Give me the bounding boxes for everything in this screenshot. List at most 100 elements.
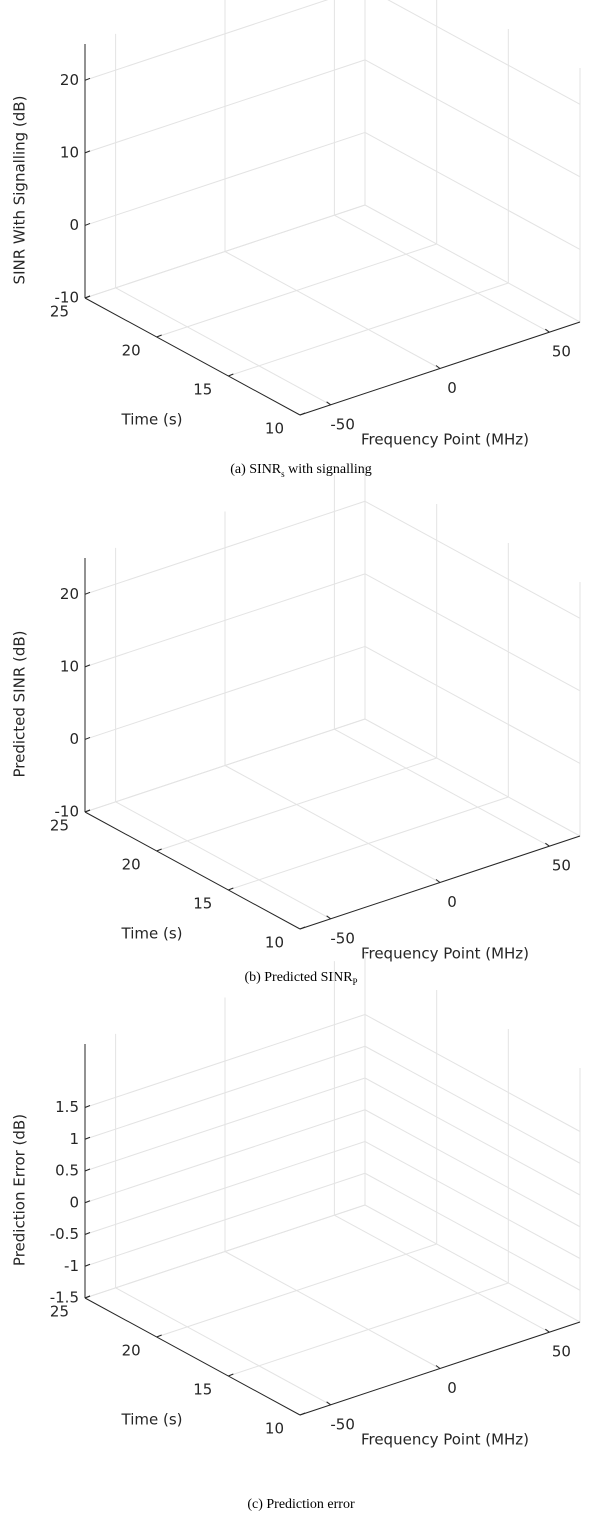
- y-tick-label: 10: [265, 1420, 284, 1438]
- axis-line: [84, 1105, 91, 1108]
- z-tick-label: 0: [69, 216, 79, 234]
- grid-line: [228, 1282, 509, 1377]
- grid-line: [364, 131, 581, 250]
- axis-line: [228, 887, 234, 891]
- axis-line: [84, 1232, 91, 1235]
- x-tick-label: -50: [330, 1415, 355, 1433]
- axis-line: [156, 334, 162, 338]
- grid-line: [387, 0, 581, 105]
- axis-line: [545, 842, 550, 847]
- axis-line: [228, 373, 234, 377]
- grid-line: [364, 1014, 581, 1132]
- grid-line: [228, 796, 509, 891]
- axis-line: [84, 591, 91, 595]
- grid-line: [364, 500, 581, 619]
- axis-line: [84, 1297, 301, 1416]
- grid-line: [84, 1204, 366, 1299]
- grid-line: [334, 728, 550, 847]
- axis-line: [84, 295, 91, 299]
- caption: (a) SINRs with signalling: [230, 462, 372, 479]
- y-axis-label: Time (s): [121, 925, 183, 943]
- grid-line: [364, 1077, 581, 1196]
- grid-line: [115, 801, 331, 920]
- axis-line: [84, 222, 91, 226]
- axis-line: [84, 811, 301, 930]
- grid-line: [156, 757, 437, 852]
- grid-line: [84, 204, 366, 299]
- grid-line: [224, 1251, 441, 1369]
- y-axis-label: Time (s): [121, 411, 183, 429]
- axis-line: [299, 412, 306, 416]
- grid-line: [364, 1141, 581, 1259]
- y-tick-label: 25: [50, 817, 69, 835]
- axis-line: [84, 736, 91, 740]
- grid-line: [364, 645, 581, 764]
- axis-line: [435, 879, 441, 883]
- axis-line: [84, 809, 91, 813]
- z-tick-label: 1.5: [55, 1098, 79, 1116]
- grid-line: [156, 1243, 437, 1338]
- grid-line: [364, 573, 581, 692]
- grid-line: [228, 282, 509, 377]
- y-tick-label: 15: [193, 381, 212, 399]
- z-tick-label: 0: [69, 1193, 79, 1211]
- z-tick-label: -1: [64, 1257, 79, 1275]
- axis-line: [156, 848, 162, 852]
- z-tick-label: 20: [60, 71, 79, 89]
- x-tick-label: -50: [330, 929, 355, 947]
- z-axis-label: SINR With Signalling (dB): [11, 96, 29, 285]
- z-axis-label: Prediction Error (dB): [11, 1114, 29, 1266]
- z-tick-label: 0.5: [55, 1162, 79, 1180]
- grid-line: [364, 1172, 581, 1291]
- grid-line: [364, 59, 581, 178]
- x-tick-label: 50: [552, 1343, 571, 1361]
- y-tick-label: 15: [193, 895, 212, 913]
- z-tick-label: 10: [60, 143, 79, 161]
- caption-subscript: P: [353, 977, 358, 987]
- x-tick-label: 50: [552, 857, 571, 875]
- grid-line: [156, 243, 437, 338]
- caption-subscript: s: [281, 469, 285, 479]
- axis-line: [326, 915, 331, 920]
- z-tick-label: -1.5: [50, 1289, 79, 1307]
- x-tick-label: -50: [330, 415, 355, 433]
- x-tick-label: 50: [552, 343, 571, 361]
- axis-line: [435, 365, 441, 369]
- grid-line: [364, 1109, 581, 1228]
- z-tick-label: 1: [69, 1130, 79, 1148]
- grid-line: [115, 1287, 331, 1406]
- caption-text: with signalling: [285, 462, 372, 477]
- grid-line: [334, 214, 550, 333]
- axis-line: [545, 328, 550, 333]
- axis-line: [156, 1334, 162, 1338]
- y-tick-label: 15: [193, 1381, 212, 1399]
- z-tick-label: 10: [60, 657, 79, 675]
- axis-line: [299, 1412, 306, 1416]
- panel: -10 0 10 20 10 15 20 25 -50 0 50 SINR With Signalli…: [11, 0, 581, 479]
- z-tick-label: -10: [55, 289, 80, 307]
- axis-line: [435, 1365, 441, 1369]
- x-tick-label: 0: [447, 893, 457, 911]
- grid-line: [84, 718, 366, 813]
- x-tick-label: 0: [447, 379, 457, 397]
- axis-line: [326, 1401, 331, 1406]
- axis-line: [228, 1373, 234, 1377]
- y-tick-label: 20: [122, 1342, 141, 1360]
- axis-line: [84, 150, 91, 154]
- grid-line: [364, 1045, 581, 1164]
- axis-line: [326, 401, 331, 406]
- y-tick-label: 20: [122, 342, 141, 360]
- grid-line: [364, 1204, 581, 1323]
- x-axis-label: Frequency Point (MHz): [361, 945, 529, 963]
- y-tick-label: 10: [265, 420, 284, 438]
- caption-text: (b) Predicted SINR: [244, 970, 353, 985]
- panel: -10 0 10 20 10 15 20 25 -50 0 50 Predicted SINR (dB…: [11, 465, 581, 987]
- axis-line: [84, 297, 301, 416]
- z-tick-label: -10: [55, 803, 80, 821]
- axis-line: [84, 1200, 91, 1204]
- axis-line: [84, 1295, 91, 1299]
- z-tick-label: -0.5: [50, 1225, 79, 1243]
- panel: -1.5 -1 -0.5 0 0.5 1 1.5 10 15 20 25 -50 0 50 Predicti…: [11, 951, 581, 1512]
- y-axis-label: Time (s): [121, 1411, 183, 1429]
